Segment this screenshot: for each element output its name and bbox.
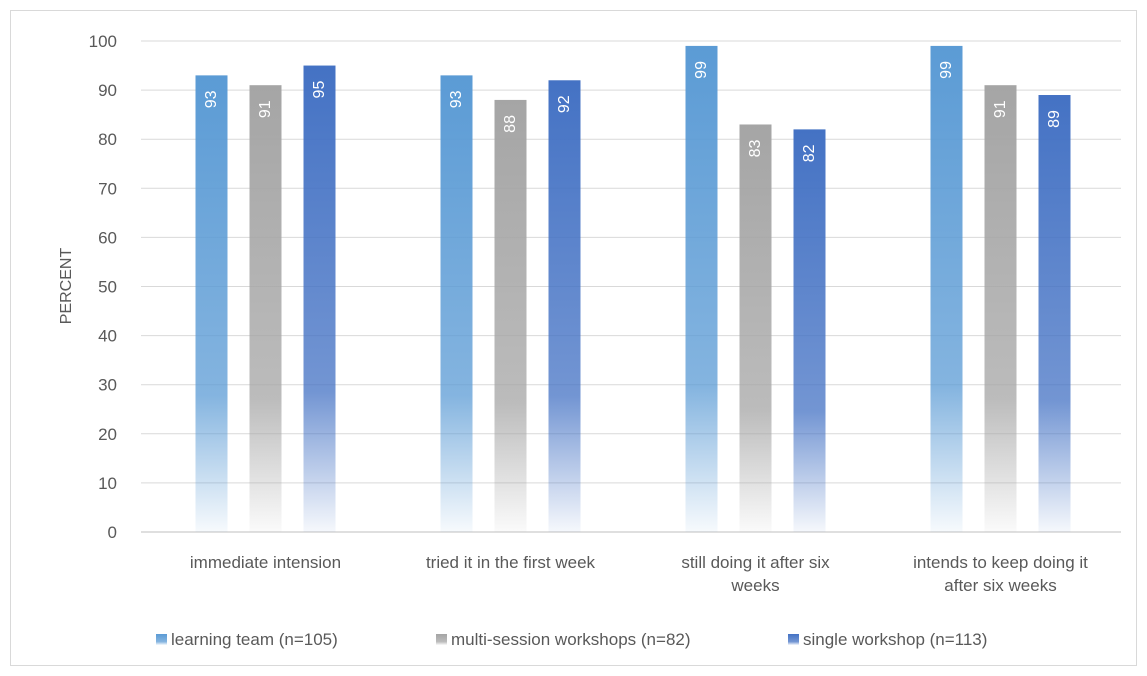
bar xyxy=(739,124,772,532)
y-tick-label: 80 xyxy=(98,130,117,149)
bar xyxy=(548,80,581,532)
data-label: 91 xyxy=(992,100,1009,118)
bar xyxy=(984,85,1017,532)
bar xyxy=(685,45,718,532)
data-label: 99 xyxy=(693,61,710,79)
data-label: 83 xyxy=(747,139,764,157)
y-tick-label: 100 xyxy=(89,32,117,51)
y-axis-title: PERCENT xyxy=(58,248,75,325)
category-label: immediate intension xyxy=(190,553,341,572)
gridlines xyxy=(141,40,1121,533)
legend-swatch xyxy=(156,634,167,645)
legend: learning team (n=105) multi-session works… xyxy=(156,630,987,649)
bar xyxy=(930,45,963,532)
y-tick-labels: 0 10 20 30 40 50 60 70 80 90 100 xyxy=(89,32,117,542)
bar xyxy=(249,85,282,532)
legend-label: multi-session workshops (n=82) xyxy=(451,630,691,649)
data-label: 99 xyxy=(938,61,955,79)
category-label: still doing it after six weeks xyxy=(681,553,830,595)
data-label: 91 xyxy=(257,100,274,118)
y-tick-label: 20 xyxy=(98,425,117,444)
y-tick-label: 40 xyxy=(98,327,117,346)
data-label: 89 xyxy=(1046,110,1063,128)
bar xyxy=(440,75,473,533)
y-tick-label: 60 xyxy=(98,228,117,247)
y-tick-label: 30 xyxy=(98,376,117,395)
data-label: 93 xyxy=(448,90,465,108)
category-label: intends to keep doing it after six weeks xyxy=(913,553,1088,595)
bar xyxy=(303,65,336,533)
y-tick-label: 50 xyxy=(98,278,117,297)
data-label: 82 xyxy=(801,144,818,162)
data-label: 95 xyxy=(311,81,328,99)
data-labels: 93 91 95 93 88 92 99 83 82 99 91 89 xyxy=(203,61,1063,162)
bars xyxy=(195,45,1071,533)
y-tick-label: 10 xyxy=(98,474,117,493)
y-tick-label: 0 xyxy=(108,523,117,542)
legend-label: single workshop (n=113) xyxy=(803,630,987,649)
bar xyxy=(494,99,527,533)
data-label: 88 xyxy=(502,115,519,133)
bar-chart: 0 10 20 30 40 50 60 70 80 90 100 PERCENT 93 91 95 93 8… xyxy=(58,32,1121,649)
y-tick-label: 70 xyxy=(98,179,117,198)
bar xyxy=(793,129,826,532)
category-labels: immediate intension tried it in the first… xyxy=(190,553,1088,595)
chart-frame: 0 10 20 30 40 50 60 70 80 90 100 PERCENT 93 91 95 93 8… xyxy=(10,10,1137,666)
bar xyxy=(1038,95,1071,532)
legend-swatch xyxy=(436,634,447,645)
data-label: 92 xyxy=(556,95,573,113)
legend-label: learning team (n=105) xyxy=(171,630,338,649)
bar xyxy=(195,75,228,533)
y-tick-label: 90 xyxy=(98,81,117,100)
data-label: 93 xyxy=(203,90,220,108)
legend-swatch xyxy=(788,634,799,645)
category-label: tried it in the first week xyxy=(426,553,596,572)
